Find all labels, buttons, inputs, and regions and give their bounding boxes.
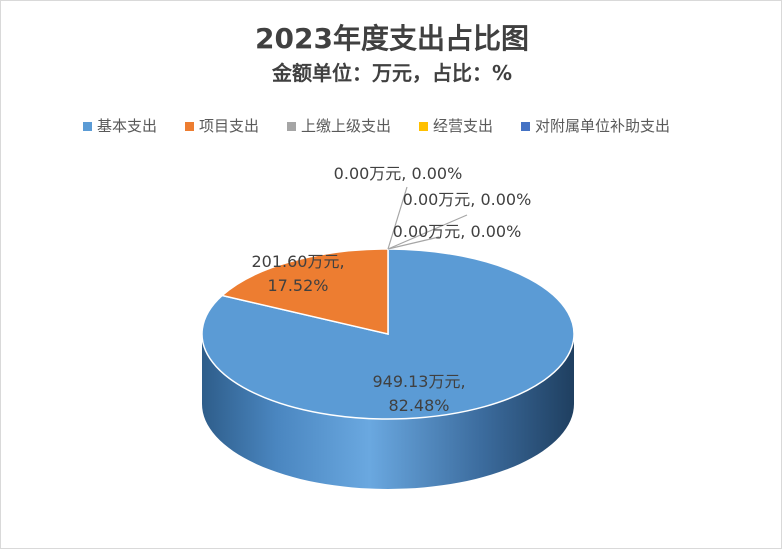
- leader-line-operating: [387, 214, 468, 250]
- pie-side-wall: [202, 334, 574, 489]
- legend-swatch-basic: [83, 122, 92, 131]
- leader-lines: [387, 186, 468, 250]
- legend-label-subsidiary: 对附属单位补助支出: [535, 117, 670, 135]
- legend-label-basic: 基本支出: [97, 117, 157, 135]
- data-label-upper: 0.00万元, 0.00%: [334, 164, 463, 183]
- data-label-project-line1: 201.60万元,: [251, 252, 344, 271]
- data-label-project-line2: 17.52%: [267, 276, 328, 295]
- pie-slice-project: [220, 248, 389, 335]
- legend-label-operating: 经营支出: [433, 117, 493, 135]
- legend-swatch-subsidiary: [521, 122, 530, 131]
- legend-swatch-operating: [419, 122, 428, 131]
- pie-top: [201, 248, 575, 420]
- leader-line-subsidiary: [387, 236, 440, 250]
- legend-label-project: 项目支出: [199, 117, 259, 135]
- legend-swatch-project: [185, 122, 194, 131]
- leader-line-upper: [387, 186, 408, 250]
- chart-subtitle: 金额单位：万元，占比：%: [271, 61, 512, 85]
- data-label-operating: 0.00万元, 0.00%: [403, 190, 532, 209]
- legend-swatch-upper: [287, 122, 296, 131]
- chart-title: 2023年度支出占比图: [255, 22, 529, 55]
- data-label-basic-line1: 949.13万元,: [372, 372, 465, 391]
- data-labels: 949.13万元, 82.48% 201.60万元, 17.52% 0.00万元, 0.…: [251, 164, 531, 415]
- legend: 基本支出 项目支出 上缴上级支出 经营支出 对附属单位补助支出: [83, 117, 670, 135]
- data-label-subsidiary: 0.00万元, 0.00%: [393, 222, 522, 241]
- pie-side-face: [202, 334, 574, 489]
- data-label-basic-line2: 82.48%: [388, 396, 449, 415]
- legend-label-upper: 上缴上级支出: [301, 117, 391, 135]
